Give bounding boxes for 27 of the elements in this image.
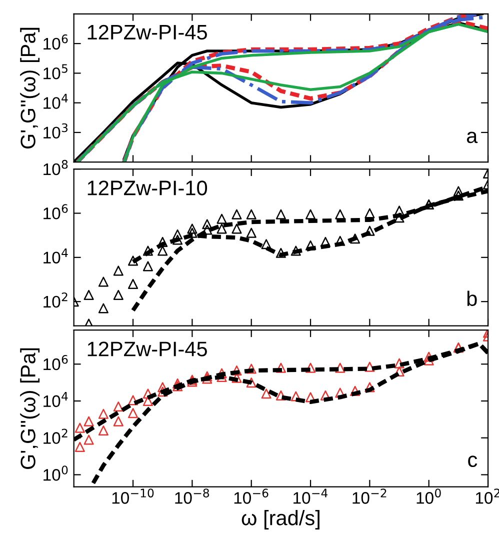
annotation: c [468, 456, 478, 468]
annotation: 12PZw-PI-10 [88, 180, 208, 196]
y-tick-label: 10$^{4}$ [44, 248, 68, 264]
annotation: b [467, 290, 477, 306]
x-tick-label: 10$^{−2}$ [352, 488, 386, 504]
y-tick-label: 10$^{0}$ [44, 466, 68, 481]
x-tick-label: 10$^{−4}$ [294, 488, 328, 504]
x-tick-label: 10$^{−10}$ [112, 488, 154, 504]
x-tick-label: 10$^{−6}$ [234, 488, 268, 504]
y-tick-label: 10$^{8}$ [44, 160, 68, 176]
y-tick-label: 10$^{3}$ [44, 123, 68, 139]
y-axis-title: G',G''(ω) [Pa] [20, 348, 40, 469]
y-tick-label: 10$^{6}$ [44, 354, 68, 370]
y-tick-label: 10$^{2}$ [44, 292, 68, 308]
y-tick-label: 10$^{5}$ [44, 64, 68, 80]
x-tick-label: 10$^{0}$ [416, 488, 441, 504]
x-axis-title: ω [rad/s] [242, 510, 320, 530]
annotation: 12PZw-PI-45 [88, 342, 207, 356]
y-tick-label: 10$^{4}$ [44, 392, 68, 408]
x-tick-label: 10$^{−8}$ [175, 488, 210, 504]
annotation: 12PZw-PI-45 [88, 24, 207, 40]
y-axis-title: G',G''(ω) [Pa] [20, 28, 40, 149]
y-tick-label: 10$^{6}$ [44, 204, 68, 220]
y-tick-label: 10$^{4}$ [44, 94, 68, 109]
y-tick-label: 10$^{6}$ [44, 34, 68, 50]
annotation: a [466, 132, 478, 144]
y-tick-label: 10$^{2}$ [44, 428, 68, 444]
